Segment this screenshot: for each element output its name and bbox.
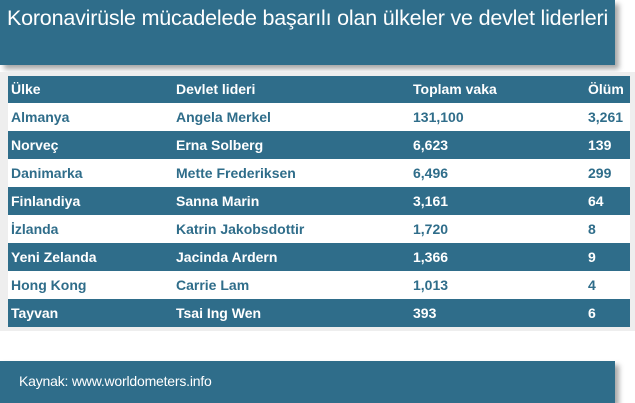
cell-country: Danimarka	[11, 165, 83, 181]
cell-total-cases: 131,100	[413, 109, 464, 125]
cell-country: Yeni Zelanda	[11, 249, 97, 265]
cell-total-cases: 6,496	[413, 165, 449, 181]
header-country: Ülke	[11, 81, 41, 97]
cell-deaths: 6	[588, 305, 596, 321]
title-banner: Koronavirüsle mücadelede başarılı olan ü…	[0, 0, 615, 65]
cell-leader: Tsai Ing Wen	[176, 305, 262, 321]
cell-leader: Mette Frederiksen	[176, 165, 296, 181]
cell-total-cases: 1,366	[413, 249, 449, 265]
table-row: Almanya Angela Merkel 131,100 3,261	[8, 103, 630, 131]
cell-country: Almanya	[11, 109, 70, 125]
cell-country: İzlanda	[11, 221, 59, 237]
table-header-row: Ülke Devlet lideri Toplam vaka Ölüm	[8, 76, 630, 103]
table-row: Danimarka Mette Frederiksen 6,496 299	[8, 159, 630, 187]
cell-leader: Carrie Lam	[176, 277, 250, 293]
table-row: İzlanda Katrin Jakobsdottir 1,720 8	[8, 215, 630, 243]
cell-total-cases: 1,720	[413, 221, 449, 237]
cell-total-cases: 393	[413, 305, 437, 321]
source-text: Kaynak: www.worldometers.info	[19, 373, 212, 389]
cell-deaths: 139	[588, 137, 612, 153]
cell-deaths: 9	[588, 249, 596, 265]
cell-deaths: 64	[588, 193, 604, 209]
cell-leader: Katrin Jakobsdottir	[176, 221, 305, 237]
header-deaths: Ölüm	[588, 81, 624, 97]
table-row: Hong Kong Carrie Lam 1,013 4	[8, 271, 630, 299]
source-banner: Kaynak: www.worldometers.info	[0, 361, 615, 403]
cell-total-cases: 6,623	[413, 137, 449, 153]
cell-country: Hong Kong	[11, 277, 87, 293]
cell-country: Norveç	[11, 137, 59, 153]
cell-deaths: 4	[588, 277, 596, 293]
table-row: Yeni Zelanda Jacinda Ardern 1,366 9	[8, 243, 630, 271]
header-leader: Devlet lideri	[176, 81, 256, 97]
cell-leader: Erna Solberg	[176, 137, 264, 153]
cell-deaths: 8	[588, 221, 596, 237]
cell-total-cases: 3,161	[413, 193, 449, 209]
cell-deaths: 299	[588, 165, 612, 181]
cell-deaths: 3,261	[588, 109, 624, 125]
table-row: Finlandiya Sanna Marin 3,161 64	[8, 187, 630, 215]
cell-leader: Sanna Marin	[176, 193, 260, 209]
header-total-cases: Toplam vaka	[413, 81, 497, 97]
cell-country: Tayvan	[11, 305, 59, 321]
cell-country: Finlandiya	[11, 193, 81, 209]
cell-leader: Angela Merkel	[176, 109, 271, 125]
table-row: Tayvan Tsai Ing Wen 393 6	[8, 299, 630, 327]
page-title: Koronavirüsle mücadelede başarılı olan ü…	[6, 6, 609, 30]
data-table: Ülke Devlet lideri Toplam vaka Ölüm Alma…	[8, 76, 630, 327]
table-row: Norveç Erna Solberg 6,623 139	[8, 131, 630, 159]
cell-leader: Jacinda Ardern	[176, 249, 278, 265]
cell-total-cases: 1,013	[413, 277, 449, 293]
